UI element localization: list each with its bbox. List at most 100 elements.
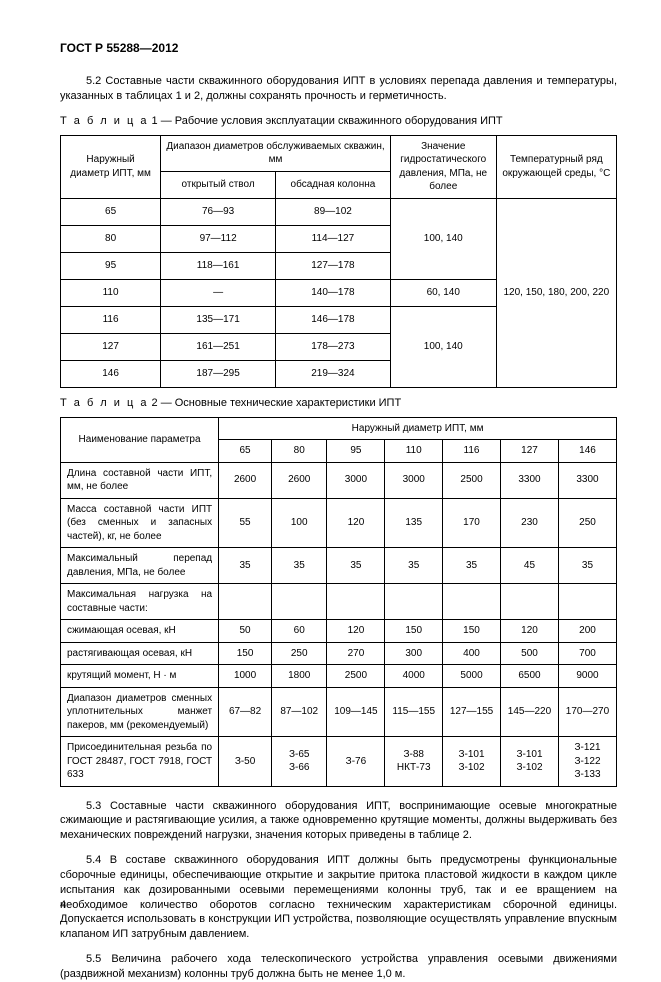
t2-cell [443,584,501,620]
t1-h-open: открытый ствол [161,171,276,198]
t2-col-header: 80 [272,440,327,463]
table-row: Максимальный перепад давления, МПа, не б… [61,548,617,584]
t2-cell: 9000 [558,665,616,688]
table-row: Длина составной части ИПТ, мм, не более2… [61,462,617,498]
t2-cell: З-76 [327,737,385,787]
t2-cell: 1800 [272,665,327,688]
t2-cell: 3000 [327,462,385,498]
t2-param-name: Максимальный перепад давления, МПа, не б… [61,548,219,584]
t2-cell: 109—145 [327,687,385,737]
table2: Наименование параметра Наружный диаметр … [60,417,617,787]
t2-col-header: 110 [385,440,443,463]
t2-cell: 300 [385,642,443,665]
para-5-5: 5.5 Величина рабочего хода телескопическ… [60,952,617,982]
t2-cell: 250 [272,642,327,665]
para-5-3: 5.3 Составные части скважинного оборудов… [60,799,617,844]
t2-cell: 35 [327,548,385,584]
t2-param-name: Диапазон диаметров сменных уплотнительны… [61,687,219,737]
t2-cell [385,584,443,620]
t2-param-name: Присоединительная резьба по ГОСТ 28487, … [61,737,219,787]
t2-cell: 150 [385,620,443,643]
t2-cell: З-50 [219,737,272,787]
table1: Наружный диаметр ИПТ, мм Диапазон диамет… [60,135,617,388]
t2-cell: З-101З-102 [443,737,501,787]
t2-cell: 3000 [385,462,443,498]
table-row: растягивающая осевая, кН1502502703004005… [61,642,617,665]
t2-cell: З-65З-66 [272,737,327,787]
table-row: Диапазон диаметров сменных уплотнительны… [61,687,617,737]
t2-cell: 2500 [327,665,385,688]
t2-cell: 35 [219,548,272,584]
t2-h-name: Наименование параметра [61,417,219,462]
t2-cell [501,584,559,620]
t2-param-name: Масса составной части ИПТ (без сменных и… [61,498,219,548]
t2-cell: 45 [501,548,559,584]
t2-col-header: 95 [327,440,385,463]
t2-param-name: Максимальная нагрузка на составные части… [61,584,219,620]
page: ГОСТ Р 55288—2012 5.2 Составные части ск… [0,0,661,935]
t2-cell [272,584,327,620]
table-row: крутящий момент, Н · м100018002500400050… [61,665,617,688]
table-row: Масса составной части ИПТ (без сменных и… [61,498,617,548]
t2-h-outer: Наружный диаметр ИПТ, мм [219,417,617,440]
t2-cell: 120 [327,498,385,548]
t2-col-header: 146 [558,440,616,463]
t2-cell: 150 [219,642,272,665]
t2-cell: 200 [558,620,616,643]
page-number: 4 [60,898,66,913]
table1-caption: Т а б л и ц а 1 — Рабочие условия эксплу… [60,114,617,129]
t2-cell: 127—155 [443,687,501,737]
para-5-4: 5.4 В составе скважинного оборудования И… [60,853,617,942]
t2-cell: 6500 [501,665,559,688]
table-row: Максимальная нагрузка на составные части… [61,584,617,620]
t2-cell: 250 [558,498,616,548]
t2-cell: 115—155 [385,687,443,737]
t2-cell [558,584,616,620]
t2-cell: 120 [501,620,559,643]
t2-col-header: 127 [501,440,559,463]
t1-h-hydro: Значение гидростатического давления, МПа… [390,135,496,198]
t2-cell: 145—220 [501,687,559,737]
t2-cell: 2500 [443,462,501,498]
t2-cell: 35 [272,548,327,584]
t1-h-temp: Температурный ряд окружающей среды, °C [496,135,616,198]
t2-cell: 3300 [501,462,559,498]
t2-param-name: растягивающая осевая, кН [61,642,219,665]
t2-cell [219,584,272,620]
t2-cell: 120 [327,620,385,643]
t2-cell: 100 [272,498,327,548]
t2-cell [327,584,385,620]
t2-col-header: 116 [443,440,501,463]
table-row: 6576—9389—102 100, 140 120, 150, 180, 20… [61,198,617,225]
t2-cell: 35 [443,548,501,584]
t2-cell: 55 [219,498,272,548]
t2-cell: 3300 [558,462,616,498]
t2-cell: 4000 [385,665,443,688]
t2-cell: 150 [443,620,501,643]
t2-cell: 5000 [443,665,501,688]
para-5-2: 5.2 Составные части скважинного оборудов… [60,74,617,104]
doc-header: ГОСТ Р 55288—2012 [60,40,617,56]
t2-cell: 700 [558,642,616,665]
t2-cell: З-88НКТ-73 [385,737,443,787]
t2-cell: 2600 [272,462,327,498]
t2-cell: 500 [501,642,559,665]
t2-cell: 170 [443,498,501,548]
t2-cell: 50 [219,620,272,643]
t2-cell: 60 [272,620,327,643]
t2-param-name: сжимающая осевая, кН [61,620,219,643]
t2-cell: З-121З-122З-133 [558,737,616,787]
t2-cell: 87—102 [272,687,327,737]
t1-h-cased: обсадная колонна [276,171,391,198]
t2-cell: 35 [385,548,443,584]
table-row: Присоединительная резьба по ГОСТ 28487, … [61,737,617,787]
t2-cell: 135 [385,498,443,548]
t2-cell: З-101З-102 [501,737,559,787]
t1-h-diap: Диапазон диаметров обслуживаемых скважин… [161,135,391,171]
t2-col-header: 65 [219,440,272,463]
table-row: сжимающая осевая, кН5060120150150120200 [61,620,617,643]
t2-cell: 2600 [219,462,272,498]
table2-caption: Т а б л и ц а 2 — Основные технические х… [60,396,617,411]
t2-param-name: Длина составной части ИПТ, мм, не более [61,462,219,498]
t1-h-outer: Наружный диаметр ИПТ, мм [61,135,161,198]
